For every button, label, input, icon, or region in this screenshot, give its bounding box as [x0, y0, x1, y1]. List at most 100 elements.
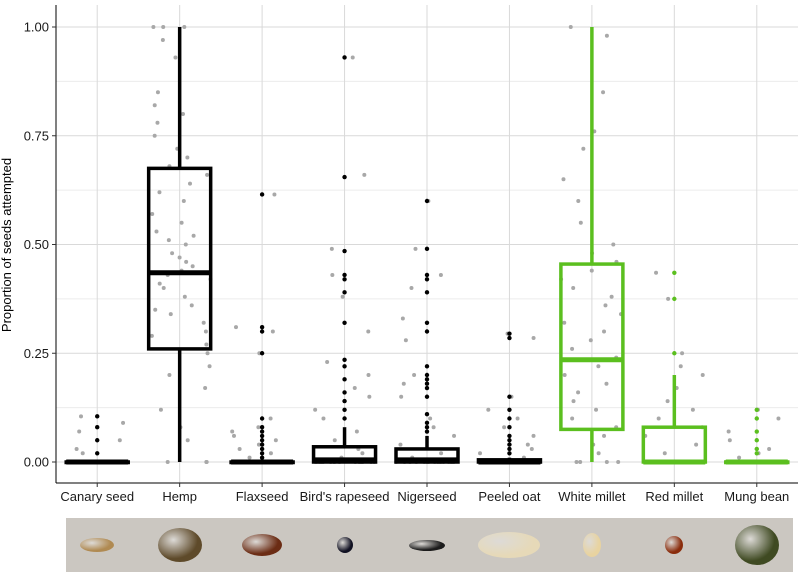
y-axis-title: Proportion of seeds attempted [0, 158, 14, 332]
jitter-point [179, 220, 184, 225]
outlier-point [507, 433, 512, 439]
jitter-point [438, 272, 443, 277]
outlier-point [424, 429, 430, 434]
jitter-point [150, 212, 155, 217]
jitter-point [665, 399, 670, 404]
outlier-point [424, 420, 430, 426]
flaxseed-image [242, 534, 283, 556]
jitter-point [117, 438, 122, 443]
jitter-point [270, 329, 275, 334]
jitter-point [589, 268, 594, 273]
jitter-point [191, 233, 196, 238]
jitter-point [313, 407, 318, 412]
outlier-point [342, 272, 347, 278]
grid-lines [56, 5, 798, 483]
jitter-point [602, 433, 607, 438]
red-millet-image [665, 536, 684, 554]
jitter-point [340, 294, 345, 299]
jitter-point [170, 251, 175, 256]
jitter-point [596, 451, 601, 456]
jitter-point [602, 329, 607, 334]
box-canary-seed [64, 414, 130, 465]
jitter-point [515, 416, 520, 421]
jitter-point [187, 181, 192, 186]
outlier-point [95, 451, 100, 456]
jitter-point [700, 373, 705, 377]
outlier-point [259, 455, 265, 460]
outlier-point [342, 398, 347, 404]
nigerseed-image [409, 539, 445, 551]
jitter-point [182, 294, 187, 299]
jitter-point [486, 407, 491, 412]
jitter-point [581, 146, 586, 151]
outlier-point [754, 451, 759, 456]
jitter-point [576, 199, 581, 203]
jitter-point [181, 199, 186, 203]
jitter-point [247, 455, 252, 460]
seed-image-strip [66, 518, 793, 572]
peeled-oat-image [478, 532, 541, 558]
jitter-point [184, 259, 189, 264]
outlier-point [424, 394, 430, 399]
outlier-point [507, 394, 512, 399]
outlier-point [672, 351, 677, 356]
jitter-point [352, 386, 357, 391]
jitter-point [656, 416, 661, 421]
jitter-point [561, 177, 566, 182]
outlier-point [754, 446, 759, 452]
outlier-point [342, 290, 347, 295]
jitter-point [529, 446, 534, 451]
outlier-point [424, 329, 430, 334]
box-bird-s-rapeseed [311, 55, 378, 464]
jitter-point [154, 229, 159, 234]
jitter-point [601, 90, 606, 95]
jitter-point [183, 242, 188, 247]
jitter-point [231, 433, 236, 438]
jitter-point [79, 414, 84, 419]
jitter-point [185, 155, 190, 160]
outlier-point [342, 416, 347, 421]
outlier-point [342, 377, 347, 382]
box-iqr [559, 262, 625, 432]
jitter-point [158, 407, 163, 412]
outlier-point [259, 433, 265, 439]
jitter-point [531, 336, 536, 341]
box-red-millet [641, 270, 708, 465]
jitter-point [167, 373, 172, 377]
jitter-point [203, 386, 208, 391]
jitter-point [321, 416, 326, 421]
jitter-point [161, 286, 166, 290]
box-hemp [146, 27, 213, 462]
jitter-point [413, 246, 418, 251]
jitter-point [360, 451, 365, 456]
jitter-point [531, 433, 536, 438]
canary-seed-image [80, 538, 115, 552]
outlier-point [259, 429, 265, 434]
box-peeled-oat [476, 331, 543, 465]
jitter-point [325, 359, 330, 364]
jitter-point [151, 25, 156, 29]
jitter-point [332, 438, 337, 443]
jitter-point [399, 394, 404, 399]
outlier-point [507, 416, 512, 421]
outlier-point [259, 446, 265, 452]
x-tick-label: Peeled oat [478, 489, 541, 504]
boxes [64, 27, 790, 465]
outlier-point [754, 429, 759, 434]
jitter-point [609, 294, 614, 299]
jitter-point [576, 390, 581, 395]
jitter-point [694, 442, 699, 447]
jitter-point [330, 272, 335, 277]
jitter-point [350, 55, 355, 60]
jitter-point [329, 246, 334, 251]
y-tick-label: 0.00 [24, 455, 49, 470]
jitter-point [204, 460, 209, 464]
jitter-point [439, 451, 444, 456]
outlier-point [259, 438, 265, 443]
box-nigerseed [394, 198, 460, 464]
outlier-point [95, 438, 100, 443]
outlier-point [672, 296, 677, 302]
jitter-point [403, 338, 408, 343]
jitter-point [157, 190, 162, 195]
box-mung-bean [724, 407, 790, 465]
